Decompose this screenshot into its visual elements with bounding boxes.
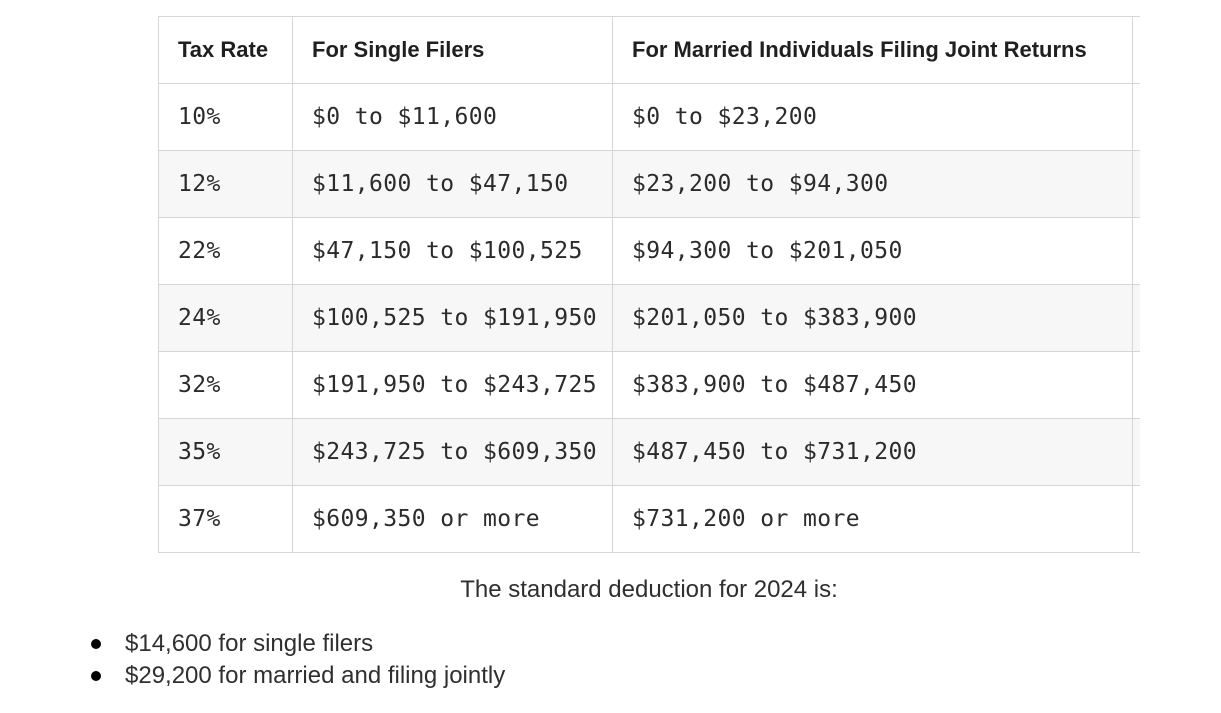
list-item-text: $14,600 for single filers: [125, 630, 374, 657]
list-item: $14,600 for single filers: [0, 628, 1221, 660]
cell-married-range: $0 to $23,200: [612, 83, 1133, 151]
cell-single-range: $243,725 to $609,350: [292, 418, 613, 486]
cell-tax-rate: 24%: [158, 284, 293, 352]
cell-single-range: $11,600 to $47,150: [292, 150, 613, 218]
column-header-married-joint: For Married Individuals Filing Joint Ret…: [612, 16, 1133, 84]
cell-single-range: $609,350 or more: [292, 485, 613, 553]
clipped-cell: [1132, 485, 1140, 553]
table-row: 10% $0 to $11,600 $0 to $23,200: [158, 83, 1140, 151]
column-header-single-filers: For Single Filers: [292, 16, 613, 84]
table-row: 37% $609,350 or more $731,200 or more: [158, 485, 1140, 553]
cell-tax-rate: 32%: [158, 351, 293, 419]
column-header-tax-rate: Tax Rate: [158, 16, 293, 84]
list-item: $29,200 for married and filing jointly: [0, 660, 1221, 692]
cell-tax-rate: 22%: [158, 217, 293, 285]
list-item-text: $29,200 for married and filing jointly: [125, 662, 506, 689]
cell-tax-rate: 35%: [158, 418, 293, 486]
header-row: Tax Rate For Single Filers For Married I…: [158, 16, 1140, 84]
bullet-icon: [91, 671, 101, 681]
table-row: 22% $47,150 to $100,525 $94,300 to $201,…: [158, 217, 1140, 285]
clipped-cell: [1132, 83, 1140, 151]
cell-single-range: $100,525 to $191,950: [292, 284, 613, 352]
table-row: 12% $11,600 to $47,150 $23,200 to $94,30…: [158, 150, 1140, 218]
deduction-list: $14,600 for single filers $29,200 for ma…: [0, 628, 1221, 692]
tax-table-figure: Tax Rate For Single Filers For Married I…: [158, 16, 1140, 604]
clipped-cell: [1132, 418, 1140, 486]
cell-single-range: $0 to $11,600: [292, 83, 613, 151]
clipped-cell: [1132, 150, 1140, 218]
page: { "tax_table": { "headers": [ "Tax Rate"…: [0, 16, 1221, 713]
table-row: 32% $191,950 to $243,725 $383,900 to $48…: [158, 351, 1140, 419]
table-row: 24% $100,525 to $191,950 $201,050 to $38…: [158, 284, 1140, 352]
clipped-cell: [1132, 284, 1140, 352]
cell-married-range: $94,300 to $201,050: [612, 217, 1133, 285]
cell-married-range: $383,900 to $487,450: [612, 351, 1133, 419]
cell-married-range: $201,050 to $383,900: [612, 284, 1133, 352]
clipped-column-header: [1132, 16, 1140, 84]
cell-tax-rate: 12%: [158, 150, 293, 218]
cell-married-range: $23,200 to $94,300: [612, 150, 1133, 218]
cell-single-range: $191,950 to $243,725: [292, 351, 613, 419]
bullet-icon: [91, 639, 101, 649]
cell-single-range: $47,150 to $100,525: [292, 217, 613, 285]
cell-married-range: $731,200 or more: [612, 485, 1133, 553]
clipped-cell: [1132, 351, 1140, 419]
clipped-cell: [1132, 217, 1140, 285]
table-caption: The standard deduction for 2024 is:: [460, 576, 838, 603]
table-clip: Tax Rate For Single Filers For Married I…: [158, 16, 1140, 553]
table-row: 35% $243,725 to $609,350 $487,450 to $73…: [158, 418, 1140, 486]
cell-tax-rate: 37%: [158, 485, 293, 553]
cell-tax-rate: 10%: [158, 83, 293, 151]
tax-brackets-table: Tax Rate For Single Filers For Married I…: [158, 16, 1140, 553]
cell-married-range: $487,450 to $731,200: [612, 418, 1133, 486]
